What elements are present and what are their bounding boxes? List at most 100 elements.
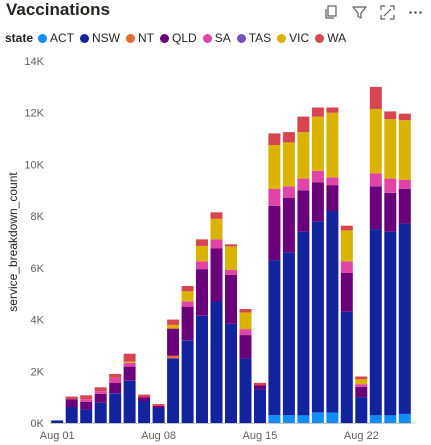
legend-item-qld[interactable]: QLD <box>160 31 197 45</box>
bar-segment-nsw <box>138 401 151 423</box>
bar-segment-wa <box>398 113 411 121</box>
y-axis-label: service_breakdown_count <box>6 172 20 312</box>
bar-segment-vic <box>398 120 411 180</box>
bar-segment-wa <box>254 382 266 386</box>
legend-item-sa[interactable]: SA <box>202 31 231 45</box>
bar-segment-vic <box>282 142 295 187</box>
legend-label: TAS <box>248 31 272 45</box>
bar-segment-nsw <box>51 420 64 423</box>
bar-segment-nsw <box>109 393 122 423</box>
legend-item-wa[interactable]: WA <box>315 31 346 45</box>
bar-segment-nsw <box>311 221 324 413</box>
bar-segment-nsw <box>254 389 266 423</box>
bar-segment-qld <box>384 192 397 232</box>
legend: state ACT NSW NT QLD SA TAS VIC WA <box>5 31 352 45</box>
legend-label: VIC <box>289 31 310 45</box>
y-tick-label: 12K <box>24 108 44 120</box>
bar-segment-sa <box>210 239 223 249</box>
legend-item-nsw[interactable]: NSW <box>80 31 120 45</box>
bar-segment-qld <box>326 185 339 211</box>
bar-segment-qld <box>225 274 237 324</box>
bar-segment-sa <box>196 261 208 270</box>
bar-segment-qld <box>138 397 151 401</box>
bar-segment-sa <box>297 178 310 191</box>
bar-segment-nsw <box>196 315 208 423</box>
legend-label: SA <box>214 31 231 45</box>
bar-segment-vic <box>355 379 368 385</box>
bar-segment-nsw <box>94 402 107 423</box>
bar-segment-qld <box>210 248 223 302</box>
bar-segment-qld <box>109 382 122 394</box>
bar-segment-wa <box>167 319 180 325</box>
bar-segment-wa <box>109 373 122 378</box>
legend-dot <box>277 33 287 43</box>
bar-segment-vic <box>181 291 194 302</box>
bar-segment-sa <box>311 170 324 183</box>
bar-segment-qld <box>297 190 310 232</box>
bar-segment-wa <box>65 396 78 400</box>
bar-segment-sa <box>225 269 237 275</box>
bar-segment-qld <box>167 328 180 356</box>
bar-segment-vic <box>369 108 382 174</box>
bar-segment-nsw <box>181 340 194 423</box>
bar-segment-nsw <box>65 407 78 423</box>
copy-icon[interactable] <box>323 4 339 20</box>
y-tick-label: 10K <box>24 159 44 171</box>
legend-title: state <box>5 31 34 45</box>
bar-segment-nsw <box>225 324 237 423</box>
bar-segment-nsw <box>398 223 411 414</box>
visual-header-toolbar <box>323 4 423 20</box>
x-tick-label: Aug 01 <box>40 430 75 442</box>
bar-segment-act <box>311 412 324 423</box>
bar-segment-sa <box>282 186 295 198</box>
bar-segment-sa <box>355 384 368 387</box>
bar-segment-vic <box>239 312 252 330</box>
more-options-icon[interactable] <box>407 4 423 20</box>
bar-segment-vic <box>297 132 310 179</box>
legend-dot <box>202 33 212 43</box>
legend-item-tas[interactable]: TAS <box>236 31 272 45</box>
expand-icon[interactable] <box>379 4 395 20</box>
bar-segment-wa <box>384 111 397 120</box>
legend-label: WA <box>327 31 347 45</box>
filter-icon[interactable] <box>351 4 367 20</box>
bar-segment-qld <box>80 401 93 410</box>
bar-segment-wa <box>355 376 368 380</box>
bar-segment-qld <box>355 386 368 398</box>
legend-item-act[interactable]: ACT <box>38 31 74 45</box>
bar-segment-sa <box>340 261 353 273</box>
bar-segment-qld <box>239 335 252 359</box>
bar-segment-qld <box>268 205 281 261</box>
y-tick-label: 6K <box>31 263 45 275</box>
bar-segment-nsw <box>268 260 281 416</box>
legend-dot <box>80 33 90 43</box>
bar-segment-qld <box>311 182 324 222</box>
bar-segment-sa <box>398 179 411 189</box>
bar-segment-nsw <box>282 252 295 416</box>
bar-segment-qld <box>196 269 208 316</box>
x-tick-label: Aug 15 <box>243 430 278 442</box>
bar-segment-vic <box>196 245 208 262</box>
bar-segment-vic <box>167 324 180 329</box>
bar-segment-qld <box>254 385 266 390</box>
legend-dot <box>38 33 48 43</box>
chart-title: Vaccinations <box>6 0 110 19</box>
bar-segment-wa <box>152 404 165 406</box>
bar-segment-nsw <box>297 231 310 416</box>
bar-segment-act <box>268 415 281 423</box>
bar-segment-wa <box>225 244 237 247</box>
y-tick-label: 2K <box>31 366 45 378</box>
x-tick-label: Aug 08 <box>141 430 176 442</box>
bar-segment-qld <box>123 366 136 381</box>
bar-segment-sa <box>326 177 339 186</box>
bar-segment-wa <box>94 387 107 392</box>
legend-item-nt[interactable]: NT <box>126 31 154 45</box>
bar-segment-act <box>398 413 411 423</box>
legend-item-vic[interactable]: VIC <box>277 31 309 45</box>
bar-segment-vic <box>384 119 397 179</box>
bar-segment-wa <box>181 286 194 292</box>
bar-segment-act <box>297 415 310 423</box>
bars <box>51 86 411 423</box>
bar-segment-wa <box>138 394 151 398</box>
